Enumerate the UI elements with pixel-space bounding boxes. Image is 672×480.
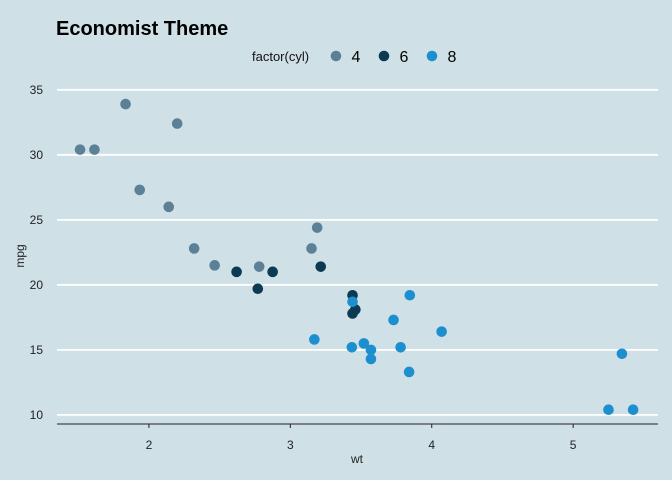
point-cyl-8-9 [346,341,358,353]
point-cyl-4-8 [163,201,175,213]
point-cyl-4-7 [134,184,146,196]
point-cyl-6-1 [267,266,278,278]
legend-title: factor(cyl) [252,49,309,64]
point-cyl-8-4 [395,341,406,353]
legend-key-4 [330,50,342,62]
legend-label-8: 8 [448,49,457,66]
point-cyl-4-9 [74,144,86,155]
y-tick-label-15: 15 [30,343,44,357]
legend-key-6 [378,50,390,62]
point-cyl-8-13 [365,344,377,356]
x-tick-label-2: 2 [146,438,153,452]
y-tick-label-30: 30 [30,148,44,162]
point-cyl-4-0 [188,243,200,254]
point-cyl-6-2 [315,261,327,272]
point-cyl-8-12 [309,334,320,345]
point-cyl-4-5 [120,98,131,110]
point-cyl-8-1 [365,353,377,365]
legend-key-8 [426,50,438,62]
grid-lines [57,88,658,416]
point-cyl-4-2 [306,243,317,254]
y-tick-label-10: 10 [30,408,44,422]
point-cyl-8-2 [436,326,447,337]
y-tick-label-35: 35 [30,83,44,97]
point-cyl-8-10 [403,366,415,378]
legend-label-4: 4 [352,49,361,66]
point-cyl-4-10 [253,261,265,272]
x-axis-label: wt [350,452,364,466]
point-cyl-8-5 [603,404,614,415]
y-tick-label-20: 20 [30,278,44,292]
point-cyl-8-0 [347,296,358,308]
chart-title: Economist Theme [56,18,228,40]
point-cyl-6-5 [347,308,358,319]
x-tick-label-5: 5 [570,438,577,452]
legend-label-6: 6 [400,49,409,66]
point-cyl-4-3 [171,118,183,129]
y-axis-label: mpg [13,244,27,267]
point-cyl-8-6 [627,404,639,415]
legend: factor(cyl) 4 6 8 [252,49,457,66]
x-tick-label-3: 3 [287,438,294,452]
point-cyl-4-1 [311,222,323,233]
point-cyl-6-0 [231,266,242,278]
point-cyl-8-7 [616,348,628,360]
x-axis-ticks: 2 3 4 5 [146,424,577,452]
data-points [74,98,639,415]
y-tick-label-25: 25 [30,213,44,227]
point-cyl-6-6 [252,283,264,295]
point-cyl-8-11 [404,289,416,301]
y-axis-ticks: 10 15 20 25 30 35 [30,83,44,422]
point-cyl-4-4 [89,144,100,155]
point-cyl-4-6 [209,260,220,271]
point-cyl-8-8 [358,338,370,349]
x-tick-label-4: 4 [428,438,435,452]
point-cyl-8-3 [388,314,399,326]
